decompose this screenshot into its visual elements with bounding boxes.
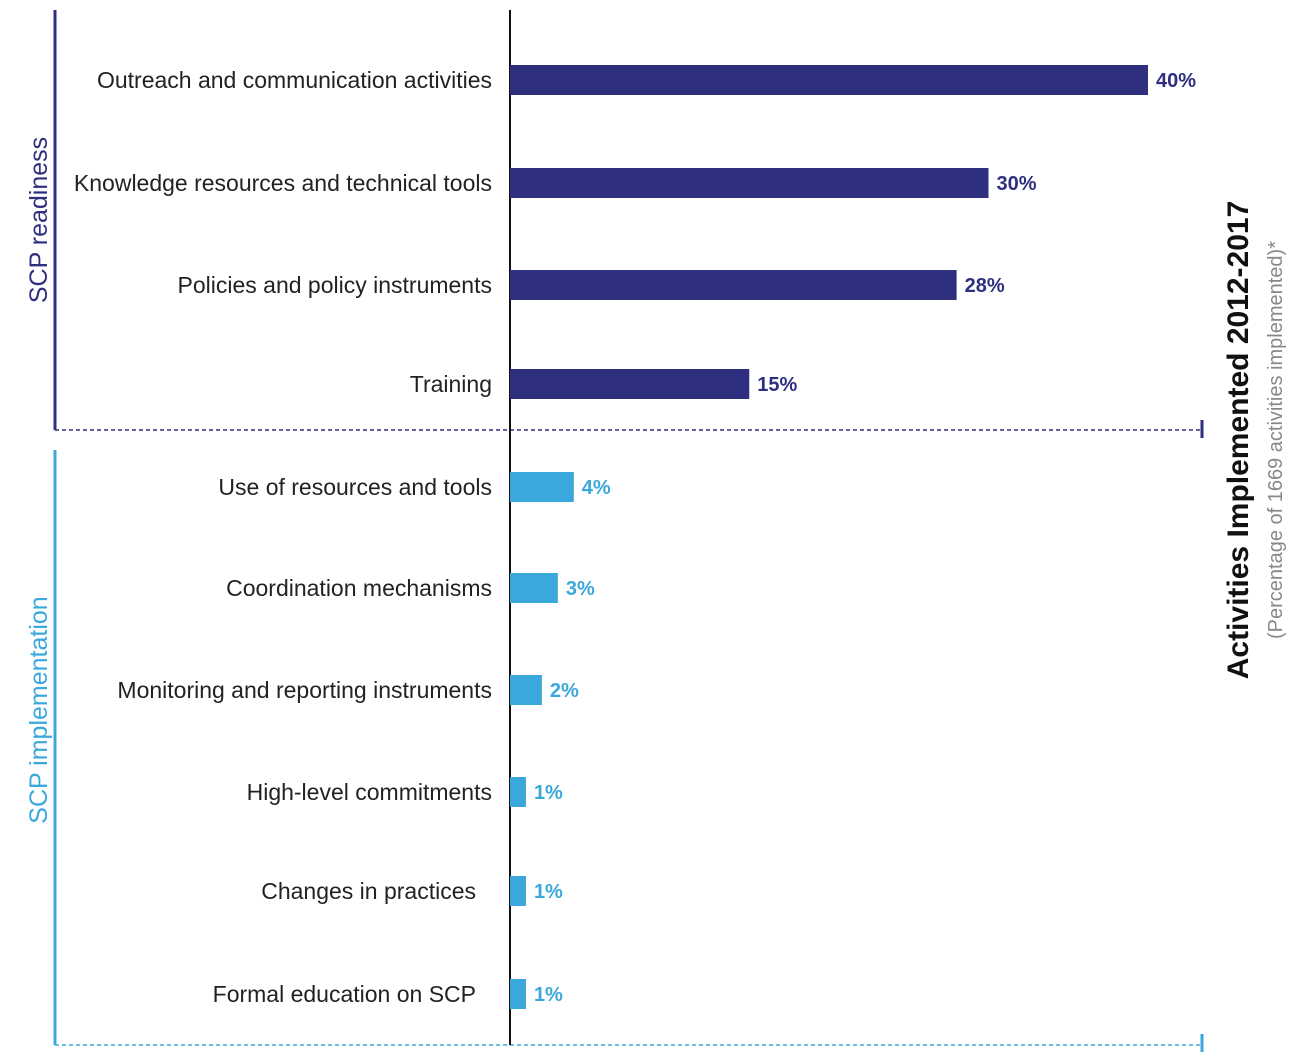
category-label: Changes in practices xyxy=(261,878,476,904)
data-label: 1% xyxy=(534,881,563,903)
chart-title: Activities Implemented 2012-2017 xyxy=(1222,201,1255,680)
bar xyxy=(510,573,558,603)
group-scp-implementation: SCP implementation xyxy=(25,450,1204,1052)
category-label: Formal education on SCP xyxy=(213,981,476,1007)
category-label: Training xyxy=(410,371,492,397)
category-label: Use of resources and tools xyxy=(218,474,492,500)
data-label: 1% xyxy=(534,984,563,1006)
bar xyxy=(510,270,957,300)
bar xyxy=(510,168,989,198)
data-label: 15% xyxy=(757,374,797,396)
group-scp-readiness: SCP readiness xyxy=(25,10,1204,438)
group-label-scp-implementation: SCP implementation xyxy=(25,596,53,823)
data-label: 28% xyxy=(965,275,1005,297)
category-label: Monitoring and reporting instruments xyxy=(117,677,492,703)
data-label: 1% xyxy=(534,782,563,804)
bar xyxy=(510,675,542,705)
data-label: 4% xyxy=(582,477,611,499)
category-label: High-level commitments xyxy=(247,779,492,805)
data-label: 2% xyxy=(550,680,579,702)
data-label: 30% xyxy=(997,173,1037,195)
bar xyxy=(510,369,750,399)
bar xyxy=(510,777,526,807)
category-label: Outreach and communication activities xyxy=(97,67,492,93)
group-label-scp-readiness: SCP readiness xyxy=(25,137,53,303)
category-label: Coordination mechanisms xyxy=(226,575,492,601)
data-label: 3% xyxy=(566,578,595,600)
category-label: Policies and policy instruments xyxy=(178,272,492,298)
bar xyxy=(510,65,1148,95)
chart-subtitle: (Percentage of 1669 activities implement… xyxy=(1265,241,1287,639)
bar xyxy=(510,979,526,1009)
category-label: Knowledge resources and technical tools xyxy=(74,170,492,196)
bar xyxy=(510,472,574,502)
bars-layer: Outreach and communication activities 40%… xyxy=(74,65,1196,1009)
data-label: 40% xyxy=(1156,70,1196,92)
bar xyxy=(510,876,526,906)
